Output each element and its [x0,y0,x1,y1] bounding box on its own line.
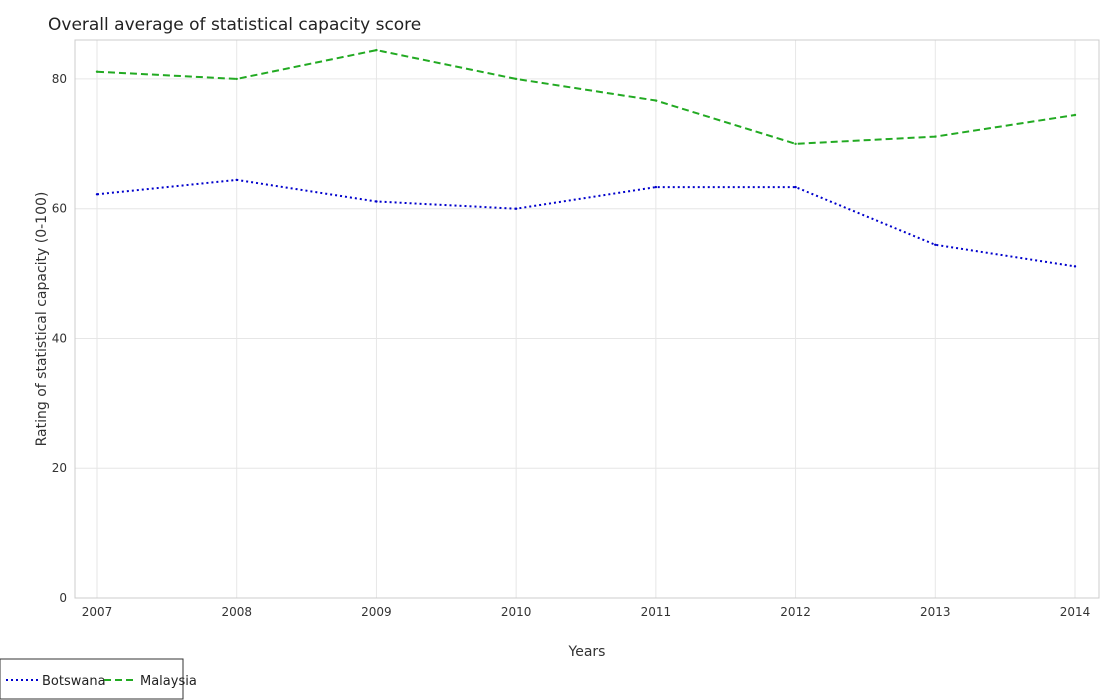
grid-layer [75,40,1099,599]
data-point-malaysia-2009 [375,48,378,52]
data-point-botswana-2008 [235,178,238,182]
x-axis-label: Years [568,644,606,660]
y-tick-label: 0 [59,591,67,605]
x-tick-labels: 2007 2008 2009 2010 2011 2012 2013 2014 [82,605,1091,619]
series-line-botswana [96,178,1076,268]
x-tick-label: 2014 [1060,605,1091,619]
chart-title: Overall average of statistical capacity … [48,15,421,35]
series-layer [95,48,1077,268]
legend-box [0,658,184,700]
x-tick-label: 2011 [641,605,672,619]
y-tick-labels: 0 20 40 60 80 [52,72,67,605]
x-tick-label: 2010 [501,605,532,619]
plot-frame [74,39,1100,599]
data-point-botswana-2009 [375,200,378,203]
series-line-malaysia [96,49,1076,145]
legend-label-malaysia: Malaysia [140,674,197,689]
y-tick-label: 40 [52,331,67,345]
y-tick-label: 20 [52,461,67,475]
x-tick-label: 2009 [361,605,392,619]
legend-label-botswana: Botswana [42,674,106,689]
data-point-botswana-2013 [934,243,937,246]
y-axis-label: Rating of statistical capacity (0-100) [34,192,50,447]
data-point-botswana-2012 [794,185,797,189]
data-point-botswana-2007 [95,193,99,196]
data-point-malaysia-2007 [95,70,99,73]
legend: Botswana Malaysia [0,658,197,700]
data-point-botswana-2011 [654,185,658,189]
y-tick-label: 60 [52,202,67,216]
x-tick-label: 2012 [780,605,811,619]
data-point-botswana-2014 [1073,265,1077,268]
x-tick-label: 2007 [82,605,113,619]
data-point-malaysia-2014 [1073,113,1077,117]
data-point-malaysia-2008 [235,77,238,81]
x-tick-label: 2008 [221,605,252,619]
data-point-botswana-2010 [514,207,518,210]
data-point-malaysia-2012 [794,142,797,146]
data-point-malaysia-2010 [514,77,518,81]
y-tick-label: 80 [52,72,67,86]
data-point-malaysia-2013 [934,135,937,138]
x-tick-label: 2013 [920,605,951,619]
data-point-malaysia-2011 [654,99,658,102]
